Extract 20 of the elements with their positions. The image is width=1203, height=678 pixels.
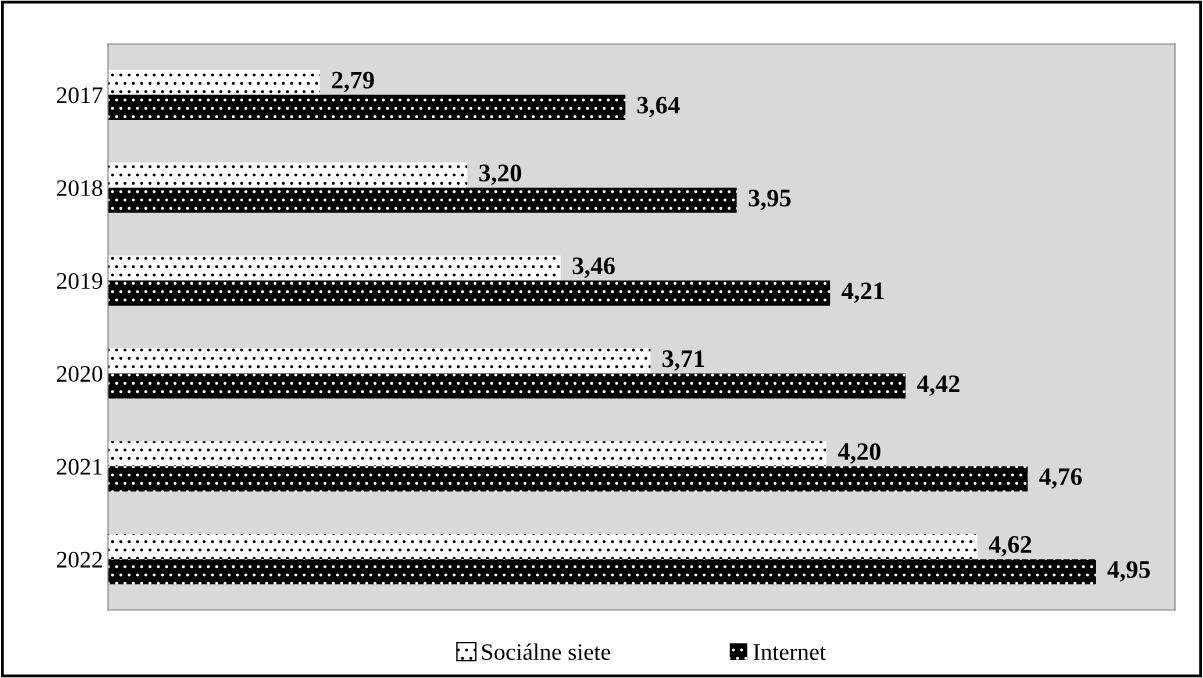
data-label: 4,76 xyxy=(1039,468,1082,489)
data-label: 3,64 xyxy=(637,96,680,118)
data-label: 4,95 xyxy=(1107,561,1150,582)
y-tick-label: 2020 xyxy=(56,365,103,382)
data-label: 4,42 xyxy=(917,375,960,396)
y-tick-label: 2021 xyxy=(56,458,102,475)
data-label: 4,21 xyxy=(841,282,884,303)
y-tick-label: 2019 xyxy=(56,273,103,289)
data-label: 4,62 xyxy=(988,536,1032,557)
data-label: 3,71 xyxy=(662,350,705,371)
data-label: 3,20 xyxy=(479,164,522,186)
data-label: 2,79 xyxy=(332,71,374,93)
y-tick-label: 2022 xyxy=(56,551,102,568)
data-label: 4,20 xyxy=(837,443,881,464)
y-tick-label: 2018 xyxy=(56,180,103,197)
y-tick-label: 2017 xyxy=(56,87,103,104)
data-label: 3,95 xyxy=(748,189,791,211)
legend-label: Sociálne siete xyxy=(482,643,611,661)
data-label: 3,46 xyxy=(572,257,615,278)
legend-label: Internet xyxy=(753,644,826,661)
